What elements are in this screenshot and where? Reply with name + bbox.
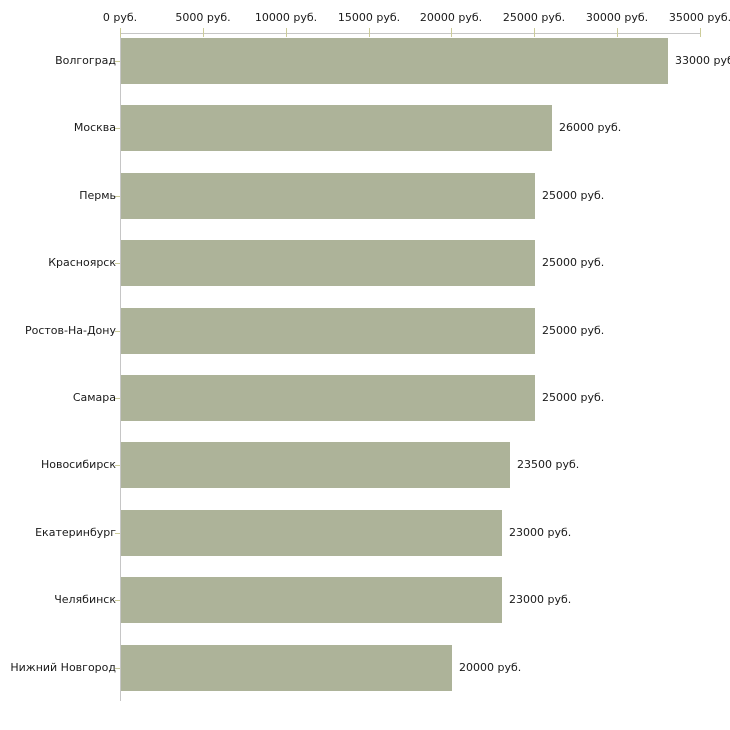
category-label: Новосибирск	[40, 458, 116, 471]
category-label: Москва	[73, 121, 116, 134]
bar	[121, 510, 502, 556]
x-axis-tick	[369, 28, 370, 37]
x-axis-tick	[286, 28, 287, 37]
x-axis-tick	[120, 28, 121, 37]
y-axis-tick	[115, 465, 120, 466]
value-label: 25000 руб.	[542, 256, 605, 269]
bar	[121, 240, 535, 286]
bar	[121, 173, 535, 219]
bar	[121, 105, 552, 151]
value-label: 23000 руб.	[509, 526, 572, 539]
category-label: Самара	[72, 391, 116, 404]
value-label: 25000 руб.	[542, 391, 605, 404]
bar	[121, 442, 510, 488]
y-axis-tick	[115, 533, 120, 534]
x-axis-tick-label: 10000 руб.	[254, 11, 318, 24]
value-label: 20000 руб.	[459, 661, 522, 674]
category-label: Красноярск	[48, 256, 116, 269]
category-label: Екатеринбург	[35, 526, 116, 539]
bar	[121, 645, 452, 691]
value-label: 26000 руб.	[559, 121, 622, 134]
value-label: 25000 руб.	[542, 324, 605, 337]
value-label: 23000 руб.	[509, 593, 572, 606]
x-axis-tick	[451, 28, 452, 37]
x-axis-tick	[203, 28, 204, 37]
x-axis-tick-label: 5000 руб.	[175, 11, 231, 24]
y-axis-tick	[115, 263, 120, 264]
x-axis-tick	[617, 28, 618, 37]
y-axis-tick	[115, 61, 120, 62]
x-axis-tick-label: 35000 руб.	[668, 11, 730, 24]
x-axis-tick-label: 20000 руб.	[419, 11, 483, 24]
x-axis-tick	[700, 28, 701, 37]
category-label: Челябинск	[54, 593, 116, 606]
x-axis-tick-label: 15000 руб.	[337, 11, 401, 24]
bar	[121, 38, 668, 84]
bar	[121, 308, 535, 354]
y-axis-tick	[115, 398, 120, 399]
x-axis-tick	[534, 28, 535, 37]
y-axis-tick	[115, 128, 120, 129]
category-label: Нижний Новгород	[10, 661, 116, 674]
value-label: 33000 руб	[675, 54, 730, 67]
value-label: 25000 руб.	[542, 189, 605, 202]
y-axis-tick	[115, 600, 120, 601]
x-axis-tick-label: 0 руб.	[102, 11, 138, 24]
y-axis-tick	[115, 331, 120, 332]
x-axis-tick-label: 25000 руб.	[502, 11, 566, 24]
category-label: Ростов-На-Дону	[24, 324, 116, 337]
category-label: Волгоград	[55, 54, 116, 67]
category-label: Пермь	[79, 189, 116, 202]
value-label: 23500 руб.	[517, 458, 580, 471]
bar	[121, 375, 535, 421]
y-axis-tick	[115, 196, 120, 197]
bar	[121, 577, 502, 623]
y-axis-line	[120, 33, 121, 701]
x-axis-tick-label: 30000 руб.	[585, 11, 649, 24]
x-axis-line	[120, 33, 701, 34]
y-axis-tick	[115, 668, 120, 669]
